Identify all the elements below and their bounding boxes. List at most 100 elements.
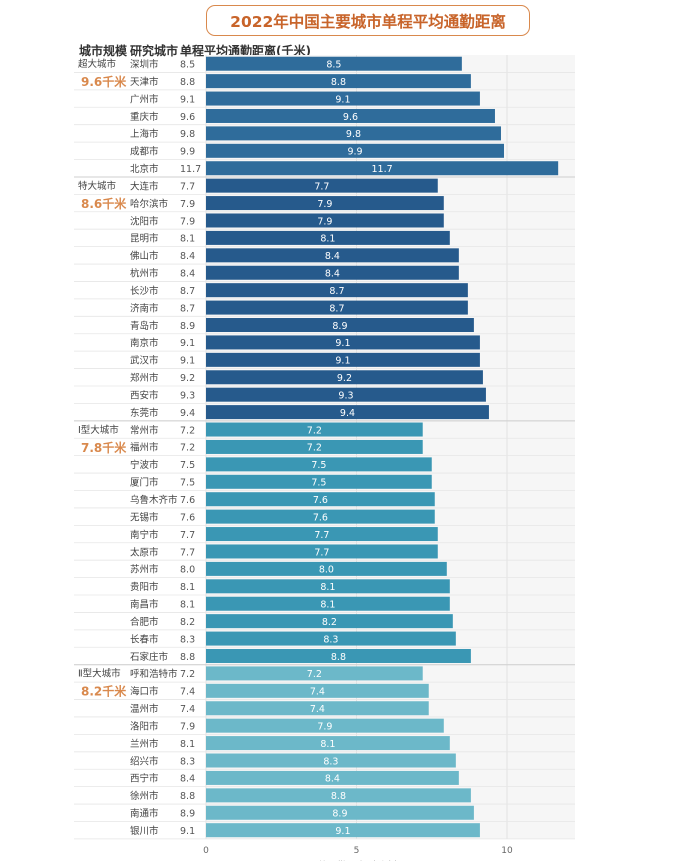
bar-data-label: 9.1 [335,826,350,837]
bar [206,544,438,559]
value-label: 7.5 [180,478,195,489]
value-label: 8.0 [180,565,195,576]
bar [206,143,504,158]
value-label: 7.4 [180,687,195,698]
bar [206,492,435,507]
city-label: 西宁市 [130,773,159,785]
city-label: 北京市 [130,163,159,175]
value-label: 8.4 [180,251,195,262]
city-label: 兰州市 [130,738,159,750]
city-label: 重庆市 [130,111,159,123]
bar [206,631,456,646]
bar [206,56,462,71]
value-label: 11.7 [180,164,201,175]
value-label: 8.4 [180,774,195,785]
bar-data-label: 9.4 [340,408,355,419]
value-label: 8.9 [180,321,195,332]
bar-data-label: 9.9 [347,147,362,158]
x-tick-label: 5 [354,846,360,856]
bar [206,770,459,785]
value-label: 7.2 [180,443,195,454]
bar [206,196,444,211]
bar-data-label: 8.9 [332,321,347,332]
value-label: 9.1 [180,356,195,367]
bar [206,265,459,280]
value-label: 8.7 [180,303,195,314]
x-tick-label: 0 [203,846,209,856]
city-label: 福州市 [130,442,159,454]
bar-data-label: 7.9 [317,216,332,227]
value-label: 8.7 [180,286,195,297]
value-label: 8.1 [180,739,195,750]
city-label: 济南市 [130,302,159,314]
value-label: 8.8 [180,77,195,88]
value-label: 8.3 [180,634,195,645]
group-name: 超大城市 [78,58,117,70]
city-label: 绍兴市 [130,755,159,767]
city-label: 长沙市 [130,285,159,297]
city-label: 杭州市 [130,268,159,280]
bar-data-label: 8.1 [320,234,335,245]
bar-data-label: 9.1 [335,338,350,349]
bar-data-label: 8.4 [325,269,340,280]
value-label: 8.3 [180,756,195,767]
bar [206,666,423,681]
value-label: 7.5 [180,460,195,471]
bar [206,230,450,245]
group-average: 8.6千米 [81,196,127,211]
bar [206,352,480,367]
bar-data-label: 8.2 [322,617,337,628]
city-label: 合肥市 [130,616,159,628]
bar-data-label: 8.9 [332,809,347,820]
value-label: 9.4 [180,408,195,419]
bar-data-label: 7.7 [314,530,329,541]
city-label: 乌鲁木齐市 [130,494,178,506]
bar-data-label: 9.3 [338,390,353,401]
city-label: 太原市 [130,546,159,558]
city-label: 贵阳市 [130,581,159,593]
bar-data-label: 8.8 [331,77,346,88]
bar [206,300,468,315]
city-label: 银川市 [130,825,159,837]
city-label: 石家庄市 [130,651,169,663]
bar-data-label: 7.6 [313,512,328,523]
bar-data-label: 8.4 [325,251,340,262]
bar-data-label: 9.1 [335,356,350,367]
city-label: 成都市 [130,146,159,158]
bar-data-label: 8.5 [326,60,341,71]
bar [206,91,480,106]
bar [206,683,429,698]
city-label: 东莞市 [130,407,159,419]
value-label: 9.8 [180,129,195,140]
bar-data-label: 8.7 [329,286,344,297]
bar-data-label: 8.7 [329,303,344,314]
bar [206,457,432,472]
city-label: 厦门市 [130,477,159,489]
value-label: 8.5 [180,60,195,71]
value-label: 8.8 [180,791,195,802]
bar [206,405,489,420]
value-label: 9.1 [180,94,195,105]
bar [206,614,453,629]
group-average: 8.2千米 [81,684,127,699]
bar-data-label: 7.4 [310,687,325,698]
bar-data-label: 7.2 [307,425,322,436]
bar [206,736,450,751]
city-label: 徐州市 [130,790,159,802]
x-tick-label: 10 [501,846,513,856]
bar [206,753,456,768]
bar-data-label: 8.8 [331,652,346,663]
bar [206,718,444,733]
bar [206,439,423,454]
value-label: 7.2 [180,425,195,436]
value-label: 7.7 [180,530,195,541]
city-label: 海口市 [130,686,159,698]
bar [206,823,480,838]
bar-data-label: 9.6 [343,112,358,123]
bar [206,527,438,542]
x-axis-title: 平均通勤距离（千米） [309,860,404,861]
bar [206,701,429,716]
value-label: 8.1 [180,582,195,593]
bar-data-label: 9.1 [335,94,350,105]
